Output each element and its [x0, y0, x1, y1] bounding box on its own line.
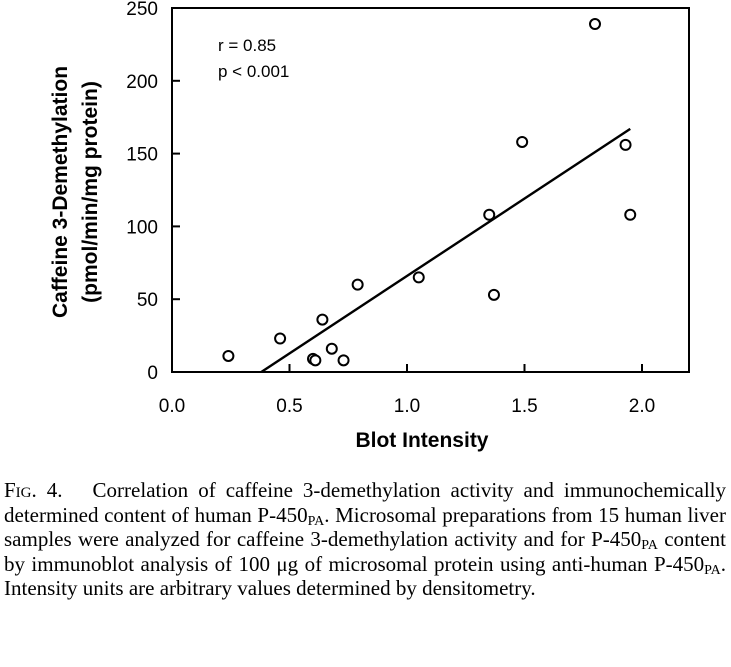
data-point: [412, 271, 425, 284]
plot-frame: [171, 7, 690, 373]
figure-label: Fig. 4.: [4, 478, 63, 502]
data-point: [589, 18, 601, 31]
y-tick-label: 50: [137, 290, 158, 311]
y-tick-label: 250: [126, 0, 158, 20]
data-point: [222, 349, 235, 362]
caption-subscript-3: PA: [704, 562, 721, 578]
data-point: [316, 313, 329, 326]
figure-caption: Fig. 4. Correlation of caffeine 3-demeth…: [4, 478, 726, 601]
data-point: [337, 354, 350, 367]
y-tick-label: 150: [126, 145, 158, 166]
x-tick-label: 0.5: [276, 396, 302, 417]
data-point: [274, 332, 287, 345]
x-tick-label: 1.0: [394, 396, 420, 417]
x-tick-label: 0.0: [159, 396, 185, 417]
x-tick-label: 2.0: [629, 396, 655, 417]
caption-subscript-1: PA: [307, 513, 325, 529]
data-point: [487, 288, 500, 301]
caption-text-3: content by immunoblot analysis of 100 μg…: [4, 527, 727, 576]
data-points: [222, 18, 637, 367]
data-point: [624, 208, 637, 221]
data-point: [351, 278, 364, 291]
x-axis-ticks: 0.0 0.5 1.0 1.5 2.0: [159, 364, 655, 417]
data-point: [483, 208, 496, 221]
data-point: [309, 354, 322, 367]
y-axis-ticks: 0 50 100 150 200 250: [126, 0, 180, 384]
data-point: [516, 135, 529, 148]
y-tick-label: 0: [147, 363, 158, 384]
data-point: [325, 342, 338, 355]
caption-text-4: . Intensity units are arbitrary values d…: [4, 551, 726, 601]
y-axis-title-line2: (pmol/min/mg protein): [79, 81, 102, 303]
y-axis-title-line1: Caffeine 3-Demethylation: [49, 66, 72, 318]
y-tick-label: 100: [126, 217, 158, 238]
annotation-r: r = 0.85: [218, 36, 276, 55]
x-tick-label: 1.5: [511, 396, 537, 417]
x-axis-title: Blot Intensity: [355, 429, 488, 452]
y-tick-label: 200: [126, 72, 158, 93]
caption-text-2: . Microsomal preparations from 15 human …: [4, 502, 726, 552]
annotation-p: p < 0.001: [218, 62, 289, 81]
scatter-chart: 0.0 0.5 1.0 1.5 2.0 0 50 100 150 200 250 r = 0.85…: [49, 0, 690, 452]
regression-line: [260, 127, 631, 374]
caption-subscript-2: PA: [641, 538, 658, 553]
data-point: [619, 138, 632, 151]
caption-text-1: Correlation of caffeine 3-demethylation …: [4, 478, 726, 527]
